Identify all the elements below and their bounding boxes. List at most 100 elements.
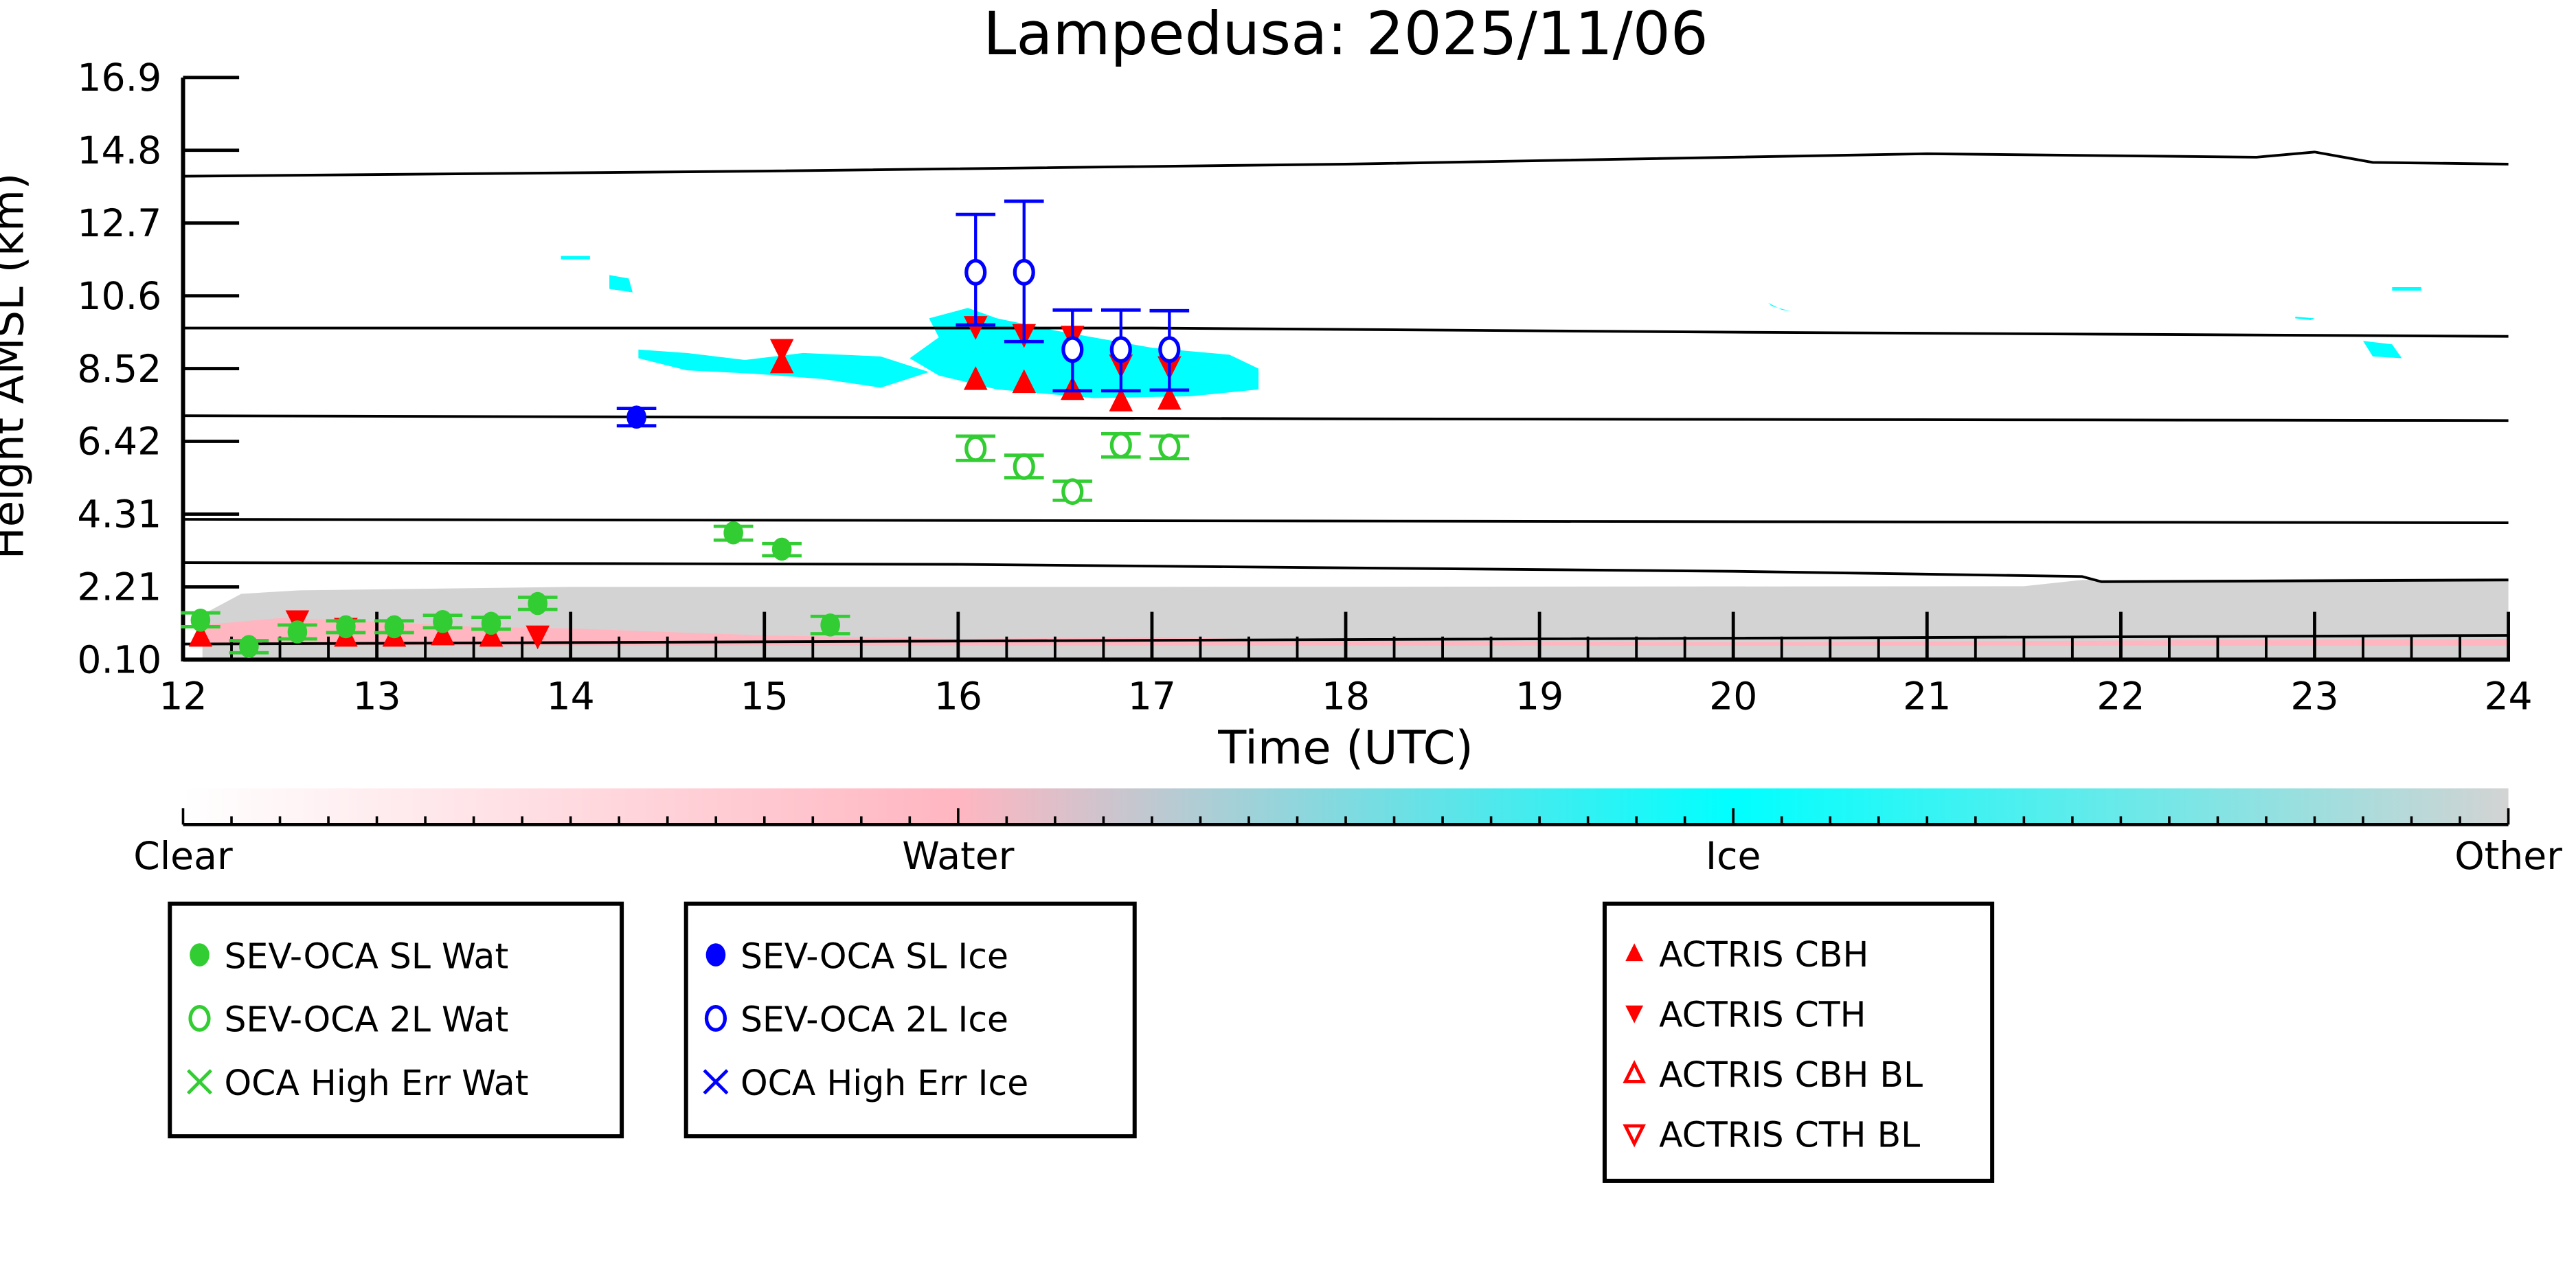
data-point (1061, 478, 1084, 506)
data-point (336, 615, 356, 639)
series-sev-oca-2l-wat (956, 431, 1190, 506)
data-point (963, 366, 988, 390)
x-legend-icon (703, 1069, 729, 1095)
legend-frame (683, 901, 1137, 1139)
data-point (1109, 336, 1132, 363)
data-point (769, 339, 794, 363)
legends: SEV-OCA SL Wat SEV-OCA 2L Wat OCA High Err… (168, 901, 1995, 1183)
colorbar: Clear Water Ice Other (133, 788, 2562, 879)
contour-line (183, 518, 2509, 524)
data-point (1158, 433, 1181, 461)
series-sev-oca-sl-ice (616, 405, 657, 429)
cloud-mask-ice (609, 275, 633, 293)
x-tick-label: 14 (547, 675, 595, 719)
data-point (188, 622, 213, 647)
y-tick-label: 12.7 (77, 202, 161, 246)
y-axis-label: Height AMSL (km) (0, 173, 34, 560)
filled-circle-legend-icon (190, 943, 210, 967)
open-circle-legend-icon (704, 1005, 727, 1032)
data-point (1012, 369, 1037, 394)
data-point (964, 435, 987, 462)
x-tick-label: 21 (1903, 675, 1951, 719)
data-point (239, 635, 259, 658)
y-tick-label: 2.21 (77, 566, 161, 610)
x-tick-label: 22 (2097, 675, 2145, 719)
colorbar-label: Ice (1706, 835, 1761, 879)
y-tick-label: 6.42 (77, 420, 161, 464)
chart-title: Lampedusa: 2025/11/06 (983, 0, 1708, 69)
y-tick-label: 14.8 (77, 129, 161, 173)
series-sev-oca-sl-wat (181, 521, 850, 658)
x-tick-label: 15 (741, 675, 789, 719)
y-tick-label: 0.10 (77, 639, 161, 683)
data-point (287, 620, 308, 644)
data-point (820, 613, 840, 637)
data-point (963, 316, 988, 340)
colorbar-label: Water (902, 835, 1014, 879)
cloud-mask-ice (1767, 302, 1792, 312)
y-tick-label: 16.9 (77, 56, 161, 100)
contour-line (183, 150, 2509, 178)
legend-label: SEV-OCA SL Ice (741, 936, 1008, 976)
cloud-mask-water (202, 618, 2509, 646)
cloud-mask-other (202, 578, 2509, 660)
legend-label: ACTRIS CBH BL (1659, 1054, 1923, 1095)
open-circle-legend-icon (188, 1005, 211, 1032)
contour-line (183, 561, 2509, 583)
cloud-mask-ice (909, 308, 1259, 398)
cloud-mask-ice (561, 256, 590, 260)
x-tick-label: 23 (2290, 675, 2338, 719)
data-point (626, 405, 646, 429)
data-point (384, 615, 405, 639)
legend-label: SEV-OCA 2L Ice (741, 999, 1008, 1040)
x-tick-label: 19 (1515, 675, 1563, 719)
y-tick-label: 10.6 (77, 275, 161, 319)
x-axis-label: Time (UTC) (1217, 721, 1473, 775)
data-point (1061, 336, 1084, 363)
data-point (433, 610, 453, 633)
legend-box-3: ACTRIS CBH ACTRIS CTH ACTRIS CBH BL ACTRIS … (1602, 901, 1995, 1183)
data-point (723, 521, 743, 545)
x-tick-label: 16 (934, 675, 982, 719)
plot-area: 0.10 2.21 4.31 6.42 8.52 10.6 12.7 14.8 16.9 12 13… (77, 56, 2532, 719)
legend-label: OCA High Err Wat (225, 1063, 529, 1103)
x-legend-icon (186, 1069, 212, 1095)
x-tick-label: 24 (2484, 675, 2532, 719)
x-tick-label: 12 (159, 675, 207, 719)
contour-line (183, 414, 2509, 422)
legend-box-2: SEV-OCA SL Ice SEV-OCA 2L Ice OCA High Err… (683, 901, 1137, 1139)
series-sev-oca-2l-ice (956, 199, 1190, 393)
open-triangle-down-legend-icon (1623, 1124, 1647, 1148)
data-point (431, 621, 455, 646)
data-point (964, 258, 987, 286)
cloud-mask-ice (2295, 316, 2315, 320)
legend-label: SEV-OCA SL Wat (225, 936, 509, 976)
triangle-down-legend-icon (1625, 1005, 1644, 1024)
cloud-mask-ice (2363, 341, 2402, 359)
data-point (1157, 385, 1182, 410)
y-tick-label: 4.31 (77, 493, 161, 537)
legend-frame (1602, 901, 1995, 1183)
filled-circle-legend-icon (705, 943, 726, 967)
x-tick-label: 13 (352, 675, 400, 719)
data-point (1013, 258, 1035, 286)
cloud-mask-ice (2392, 287, 2421, 291)
data-point (526, 625, 550, 650)
colorbar-label: Other (2454, 835, 2562, 879)
legend-box-1: SEV-OCA SL Wat SEV-OCA 2L Wat OCA High Err… (168, 901, 624, 1139)
data-point (481, 611, 501, 635)
colorbar-label: Clear (133, 835, 233, 879)
y-tick-label: 8.52 (77, 348, 161, 392)
triangle-up-legend-icon (1625, 943, 1644, 962)
x-tick-label: 20 (1709, 675, 1757, 719)
legend-label: ACTRIS CTH BL (1659, 1115, 1920, 1155)
x-tick-label: 17 (1128, 675, 1176, 719)
legend-label: ACTRIS CTH (1659, 994, 1866, 1035)
legend-label: SEV-OCA 2L Wat (225, 999, 509, 1040)
data-point (1158, 336, 1181, 363)
legend-label: ACTRIS CBH (1659, 934, 1868, 975)
open-triangle-up-legend-icon (1623, 1060, 1647, 1083)
x-tick-label: 18 (1322, 675, 1370, 719)
